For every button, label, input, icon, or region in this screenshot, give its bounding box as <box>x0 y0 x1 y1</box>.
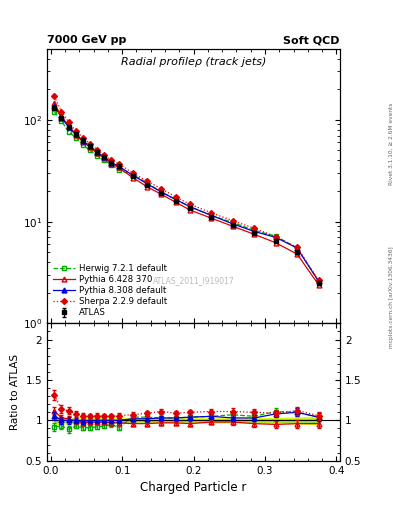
X-axis label: Charged Particle r: Charged Particle r <box>140 481 247 494</box>
Text: Radial profileρ (track jets): Radial profileρ (track jets) <box>121 57 266 67</box>
Text: Rivet 3.1.10, ≥ 2.6M events: Rivet 3.1.10, ≥ 2.6M events <box>389 102 393 184</box>
Text: 7000 GeV pp: 7000 GeV pp <box>47 35 127 45</box>
Text: Soft QCD: Soft QCD <box>283 35 340 45</box>
Text: mcplots.cern.ch [arXiv:1306.3436]: mcplots.cern.ch [arXiv:1306.3436] <box>389 246 393 348</box>
Text: ATLAS_2011_I919017: ATLAS_2011_I919017 <box>152 276 235 285</box>
Legend: Herwig 7.2.1 default, Pythia 6.428 370, Pythia 8.308 default, Sherpa 2.2.9 defau: Herwig 7.2.1 default, Pythia 6.428 370, … <box>51 262 169 319</box>
Y-axis label: Ratio to ATLAS: Ratio to ATLAS <box>10 354 20 430</box>
